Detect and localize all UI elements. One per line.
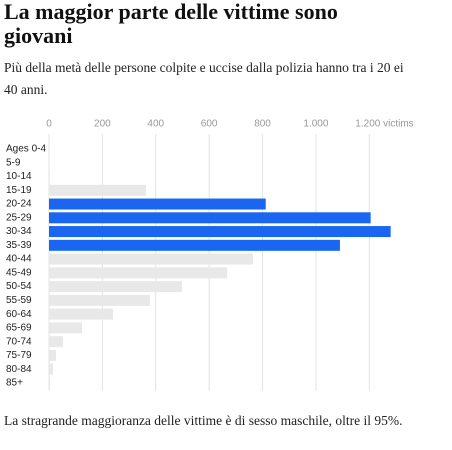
bar (49, 363, 54, 375)
y-tick-label: 85+ (6, 378, 23, 389)
bar (49, 322, 83, 334)
x-tick-label: 0 (46, 119, 52, 130)
y-tick-label: 20-24 (6, 199, 32, 210)
x-tick-label: 1.200 victims (355, 119, 413, 130)
chart: 0 200 400 600 800 1.000 1.200 victims Ages 0-4 5… (6, 119, 414, 391)
y-tick-label: 80-84 (6, 364, 32, 375)
bar (49, 212, 371, 224)
bar (49, 308, 114, 320)
chart-title: La maggior parte delle vittime sono giov… (4, 0, 338, 48)
bar (49, 349, 56, 361)
chart-note: La stragrande maggioranza delle vittime … (4, 413, 403, 428)
y-tick-label: 75-79 (6, 350, 32, 361)
chart-subtitle: Più della metà delle persone colpite e u… (4, 60, 404, 97)
bar (49, 239, 340, 251)
y-tick-label: 40-44 (6, 254, 32, 265)
y-tick-label: 35-39 (6, 240, 32, 251)
y-tick-label: 25-29 (6, 212, 32, 223)
bar (49, 253, 253, 265)
y-tick-label: 50-54 (6, 281, 32, 292)
x-tick-label: 1.000 (303, 119, 328, 130)
y-tick-label: 5-9 (6, 157, 21, 168)
bar (49, 226, 391, 238)
bar (49, 294, 150, 306)
bar (49, 281, 182, 293)
y-tick-label: 55-59 (6, 295, 32, 306)
y-tick-label: Ages 0-4 (6, 144, 46, 155)
y-tick-label: 30-34 (6, 226, 32, 237)
bar (49, 336, 63, 348)
bar (49, 198, 266, 210)
y-tick-label: 45-49 (6, 267, 32, 278)
bar (49, 184, 146, 196)
x-tick-label: 400 (147, 119, 164, 130)
bar (49, 377, 51, 389)
y-tick-label: 65-69 (6, 323, 32, 334)
bar (49, 267, 228, 279)
x-tick-label: 600 (201, 119, 218, 130)
y-tick-label: 10-14 (6, 171, 32, 182)
x-tick-label: 800 (254, 119, 271, 130)
y-tick-label: 15-19 (6, 185, 32, 196)
bar (49, 171, 50, 183)
x-tick-label: 200 (94, 119, 111, 130)
y-tick-label: 70-74 (6, 336, 32, 347)
y-tick-label: 60-64 (6, 309, 32, 320)
